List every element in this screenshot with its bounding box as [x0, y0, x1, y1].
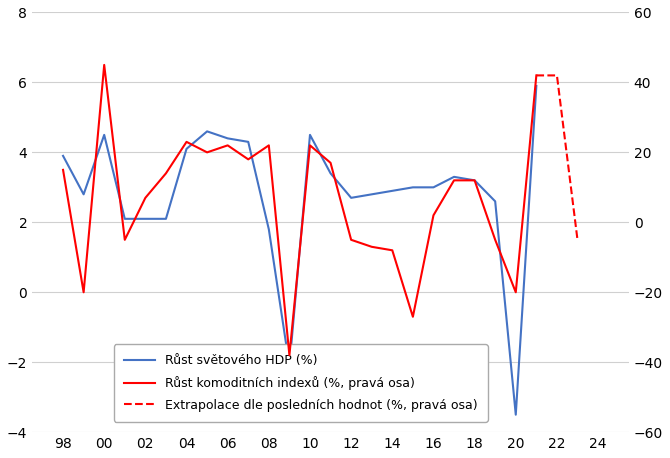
Legend: Růst světového HDP (%), Růst komoditních indexů (%, pravá osa), Extrapolace dle : Růst světového HDP (%), Růst komoditních… [114, 344, 488, 422]
